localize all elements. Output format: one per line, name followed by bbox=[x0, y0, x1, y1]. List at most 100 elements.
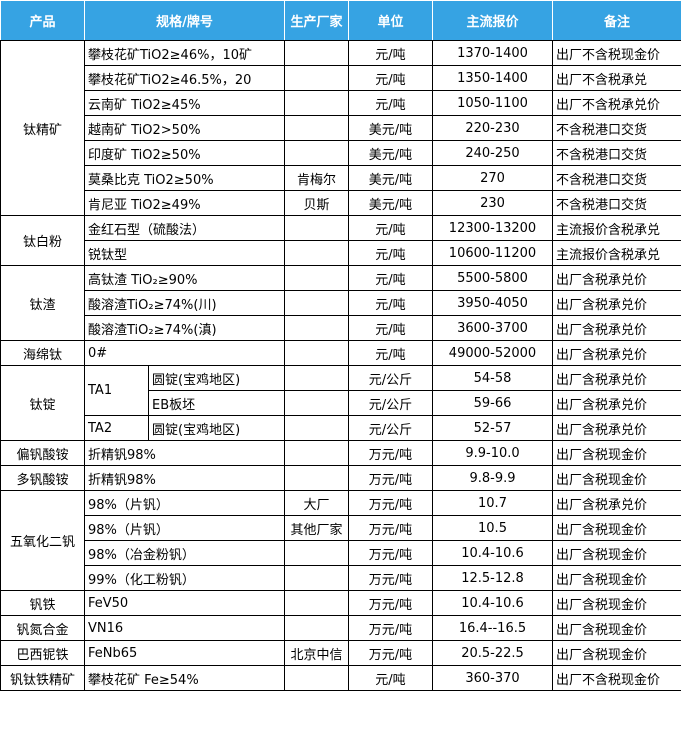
note-cell: 出厂不含税现金价 bbox=[552, 40, 681, 66]
note-cell: 出厂含税现金价 bbox=[552, 465, 681, 491]
spec-cell: 酸溶渣TiO₂≥74%(滇) bbox=[84, 315, 285, 341]
spec-cell: 0# bbox=[84, 340, 285, 366]
price-cell: 1350-1400 bbox=[432, 65, 553, 91]
price-cell: 10600-11200 bbox=[432, 240, 553, 266]
spec-cell: 印度矿 TiO2≥50% bbox=[84, 140, 285, 166]
maker-cell: 北京中信 bbox=[284, 640, 349, 666]
product-cell: 钛渣 bbox=[0, 265, 85, 341]
data-row: 莫桑比克 TiO2≥50% 肯梅尔 美元/吨 270 不含税港口交货 bbox=[1, 165, 681, 191]
price-table: 产品 规格/牌号 生产厂家 单位 主流报价 备注 钛精矿 攀枝花矿TiO2≥46%，10矿元… bbox=[0, 0, 681, 691]
unit-cell: 万元/吨 bbox=[348, 615, 433, 641]
header-cell: 主流报价 bbox=[432, 0, 553, 41]
data-row: 98%（片钒） 其他厂家 万元/吨 10.5 出厂含税现金价 bbox=[1, 515, 681, 541]
note-cell: 不含税港口交货 bbox=[552, 190, 681, 216]
maker-cell: 大厂 bbox=[284, 490, 349, 516]
note-cell: 出厂不含税承兑 bbox=[552, 65, 681, 91]
price-cell: 52-57 bbox=[432, 415, 553, 441]
maker-cell bbox=[284, 140, 349, 166]
maker-cell bbox=[284, 390, 349, 416]
product-cell: 五氧化二钒 bbox=[0, 490, 85, 591]
maker-cell bbox=[284, 615, 349, 641]
unit-cell: 万元/吨 bbox=[348, 440, 433, 466]
maker-cell bbox=[284, 565, 349, 591]
grade-cell: TA2 bbox=[84, 415, 149, 441]
data-row: TA2 圆锭(宝鸡地区) 元/公斤 52-57 出厂含税承兑价 bbox=[1, 415, 681, 441]
product-cell: 钒钛铁精矿 bbox=[0, 665, 85, 691]
price-cell: 9.8-9.9 bbox=[432, 465, 553, 491]
maker-cell bbox=[284, 265, 349, 291]
spec-cell: 锐钛型 bbox=[84, 240, 285, 266]
price-cell: 10.7 bbox=[432, 490, 553, 516]
maker-cell bbox=[284, 315, 349, 341]
maker-cell bbox=[284, 290, 349, 316]
unit-cell: 元/吨 bbox=[348, 665, 433, 691]
unit-cell: 元/吨 bbox=[348, 290, 433, 316]
note-cell: 出厂含税现金价 bbox=[552, 640, 681, 666]
data-row: 98%（冶金粉钒） 万元/吨 10.4-10.6 出厂含税现金价 bbox=[1, 540, 681, 566]
header-cell: 生产厂家 bbox=[284, 0, 349, 41]
data-row: 肯尼亚 TiO2≥49% 贝斯 美元/吨 230 不含税港口交货 bbox=[1, 190, 681, 216]
maker-cell bbox=[284, 365, 349, 391]
data-row: 钛精矿 攀枝花矿TiO2≥46%，10矿 元/吨 1370-1400 出厂不含税现金价 bbox=[0, 40, 681, 216]
data-row: 钛锭 TA1 圆锭(宝鸡地区) 元/公斤 54-58 出厂含税承兑价 bbox=[0, 365, 681, 441]
spec-cell: 折精钒98% bbox=[84, 440, 285, 466]
price-cell: 240-250 bbox=[432, 140, 553, 166]
note-cell: 出厂含税承兑价 bbox=[552, 340, 681, 366]
price-cell: 5500-5800 bbox=[432, 265, 553, 291]
spec-cell: 金红石型（硫酸法） bbox=[84, 215, 285, 241]
unit-cell: 元/吨 bbox=[348, 240, 433, 266]
unit-cell: 万元/吨 bbox=[348, 590, 433, 616]
spec-cell: 莫桑比克 TiO2≥50% bbox=[84, 165, 285, 191]
unit-cell: 万元/吨 bbox=[348, 540, 433, 566]
price-cell: 230 bbox=[432, 190, 553, 216]
price-cell: 10.4-10.6 bbox=[432, 540, 553, 566]
price-cell: 3600-3700 bbox=[432, 315, 553, 341]
note-cell: 主流报价含税承兑 bbox=[552, 215, 681, 241]
unit-cell: 美元/吨 bbox=[348, 140, 433, 166]
unit-cell: 万元/吨 bbox=[348, 490, 433, 516]
maker-cell bbox=[284, 465, 349, 491]
unit-cell: 美元/吨 bbox=[348, 165, 433, 191]
spec-cell: EB板坯 bbox=[148, 390, 285, 416]
price-cell: 220-230 bbox=[432, 115, 553, 141]
header-cell: 单位 bbox=[348, 0, 433, 41]
spec-cell: 越南矿 TiO2>50% bbox=[84, 115, 285, 141]
maker-cell bbox=[284, 40, 349, 66]
spec-cell: 攀枝花矿TiO2≥46.5%，20 bbox=[84, 65, 285, 91]
data-row: 五氧化二钒 98%（片钒） 大厂 万元/吨 10.7 出厂含税承兑价 bbox=[0, 490, 681, 591]
header-cell: 备注 bbox=[552, 0, 681, 41]
spec-cell: 攀枝花矿TiO2≥46%，10矿 bbox=[84, 40, 285, 66]
price-cell: 49000-52000 bbox=[432, 340, 553, 366]
product-cell: 偏钒酸铵 bbox=[0, 440, 85, 466]
note-cell: 出厂含税现金价 bbox=[552, 565, 681, 591]
data-row: 99%（化工粉钒） 万元/吨 12.5-12.8 出厂含税现金价 bbox=[1, 565, 681, 591]
spec-cell: 酸溶渣TiO₂≥74%(川) bbox=[84, 290, 285, 316]
unit-cell: 美元/吨 bbox=[348, 115, 433, 141]
maker-cell bbox=[284, 590, 349, 616]
note-cell: 出厂含税承兑价 bbox=[552, 415, 681, 441]
unit-cell: 元/公斤 bbox=[348, 415, 433, 441]
spec-cell: 折精钒98% bbox=[84, 465, 285, 491]
maker-cell bbox=[284, 90, 349, 116]
note-cell: 出厂含税承兑价 bbox=[552, 315, 681, 341]
product-cell: 钛精矿 bbox=[0, 40, 85, 216]
maker-cell bbox=[284, 440, 349, 466]
price-cell: 59-66 bbox=[432, 390, 553, 416]
note-cell: 出厂含税现金价 bbox=[552, 440, 681, 466]
spec-cell: VN16 bbox=[84, 615, 285, 641]
spec-cell: FeNb65 bbox=[84, 640, 285, 666]
spec-cell: 98%（冶金粉钒） bbox=[84, 540, 285, 566]
note-cell: 出厂含税承兑价 bbox=[552, 290, 681, 316]
product-cell: 钛锭 bbox=[0, 365, 85, 441]
maker-cell bbox=[284, 240, 349, 266]
grade-cell: TA1 bbox=[84, 365, 149, 416]
maker-cell bbox=[284, 665, 349, 691]
unit-cell: 万元/吨 bbox=[348, 515, 433, 541]
note-cell: 出厂含税承兑价 bbox=[552, 365, 681, 391]
product-cell: 钒铁 bbox=[0, 590, 85, 616]
product-cell: 海绵钛 bbox=[0, 340, 85, 366]
product-cell: 钛白粉 bbox=[0, 215, 85, 266]
unit-cell: 元/吨 bbox=[348, 315, 433, 341]
note-cell: 不含税港口交货 bbox=[552, 115, 681, 141]
header-cell: 产品 bbox=[0, 0, 85, 41]
